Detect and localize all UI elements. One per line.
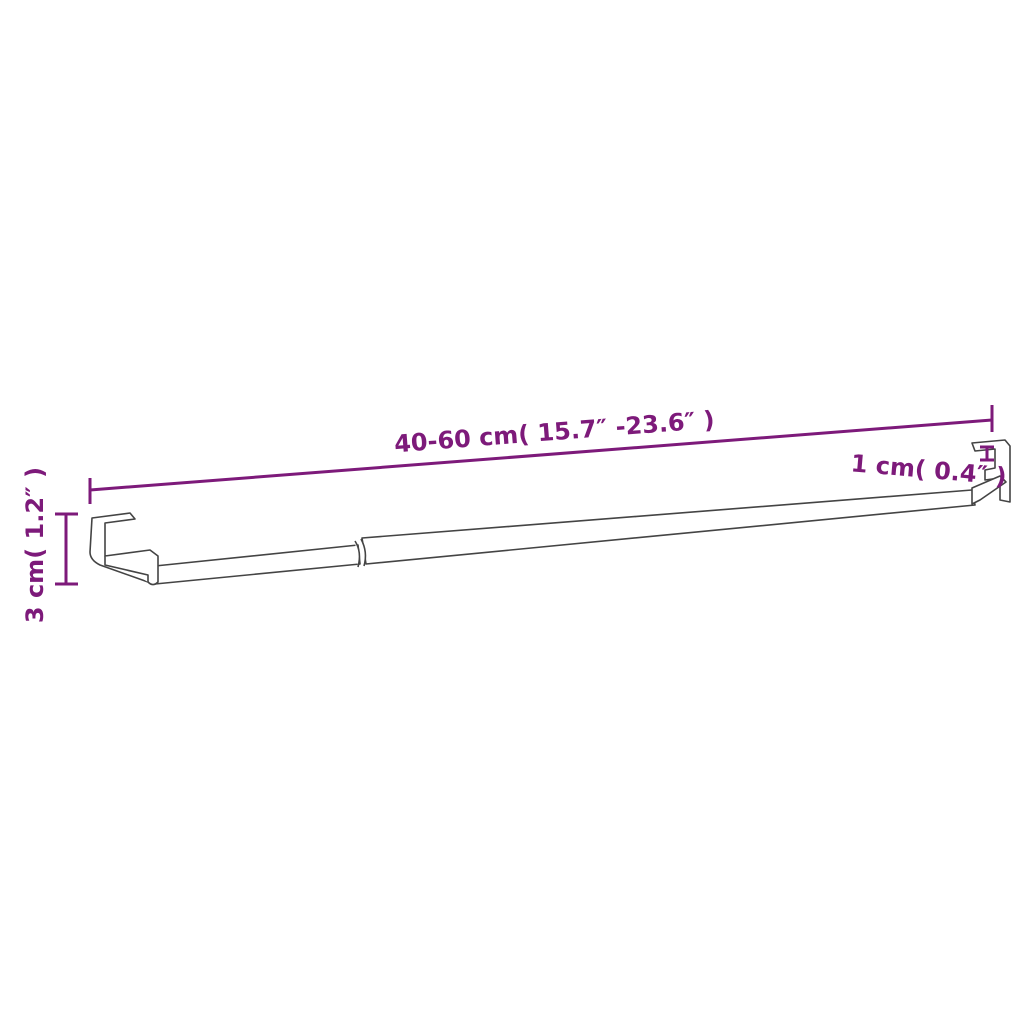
length-label: 40-60 cm( 15.7″ -23.6″ ) [393, 406, 715, 459]
rod-joint [354, 538, 367, 568]
length-dimension-line [89, 418, 993, 492]
left-bracket-inner [104, 556, 149, 582]
left-bracket [89, 512, 159, 586]
rod-outer-tube [154, 544, 361, 585]
right-bracket-foot [971, 475, 1007, 505]
height-label: 3 cm( 1.2″ ) [21, 467, 49, 623]
depth-dimension: 1 cm( 0.4″ ) [850, 445, 1008, 491]
depth-label: 1 cm( 0.4″ ) [850, 449, 1008, 491]
height-dimension: 3 cm( 1.2″ ) [21, 467, 78, 623]
rod-inner-tube [361, 489, 976, 565]
curtain-rod [89, 439, 1011, 586]
